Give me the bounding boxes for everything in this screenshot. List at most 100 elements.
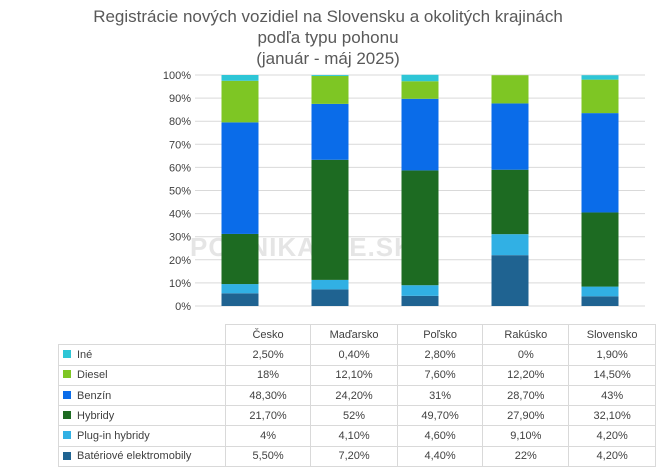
data-label: 43% <box>568 384 656 407</box>
bar-segment <box>491 103 529 170</box>
y-tick-label: 90% <box>169 93 191 105</box>
bar-segment <box>221 284 259 294</box>
bar-segment <box>491 75 529 104</box>
data-label: 4,10% <box>310 425 398 447</box>
bar-segment <box>311 159 349 280</box>
data-label: 4,60% <box>396 425 484 447</box>
bar-segment <box>311 103 349 160</box>
data-label: 12,20% <box>482 364 570 386</box>
y-tick-label: 60% <box>169 162 191 174</box>
data-label: 52% <box>310 405 398 427</box>
bar-segment <box>221 80 259 123</box>
legend-swatch <box>63 431 71 440</box>
data-label: 5,50% <box>224 445 312 467</box>
bar-segment <box>401 81 439 99</box>
bar-segment <box>581 113 619 213</box>
data-label: 24,20% <box>310 384 398 407</box>
data-label: 49,70% <box>396 405 484 427</box>
series-name: Diesel <box>77 369 108 382</box>
bar-segment <box>221 75 259 81</box>
legend-entry: Batériové elektromobily <box>58 445 226 467</box>
bar-segment <box>581 212 619 287</box>
data-label: 0,40% <box>310 344 398 366</box>
legend-entry: Iné <box>58 344 226 366</box>
bar-segment <box>311 279 349 290</box>
table-row: Diesel 18% 12,10% 7,60% 12,20% 14,50% <box>58 364 656 386</box>
bar-segment <box>221 122 259 234</box>
category-label: Slovensko <box>568 323 656 346</box>
bar-segment <box>491 169 529 235</box>
y-tick-label: 0% <box>175 301 191 313</box>
data-label: 48,30% <box>224 384 312 407</box>
legend-entry: Hybridy <box>58 405 226 427</box>
table-row: Batériové elektromobily 5,50% 7,20% 4,40% 22… <box>58 445 656 467</box>
bar-segment <box>311 75 349 104</box>
data-label: 7,20% <box>310 445 398 467</box>
data-table: Česko Maďarsko Poľsko Rakúsko Slovensko Iné 2,… <box>58 323 656 467</box>
category-label: Poľsko <box>396 323 484 346</box>
legend-swatch <box>63 370 71 379</box>
bar-segment <box>581 286 619 297</box>
data-label: 2,50% <box>224 344 312 366</box>
series-name: Benzín <box>77 389 112 402</box>
y-tick-label: 30% <box>169 232 191 244</box>
data-label: 22% <box>482 445 570 467</box>
data-label: 4,40% <box>396 445 484 467</box>
table-row: Hybridy 21,70% 52% 49,70% 27,90% 32,10% <box>58 405 656 427</box>
category-label: Česko <box>224 323 312 346</box>
data-label: 18% <box>224 364 312 386</box>
bar-segment <box>401 170 439 286</box>
data-label: 32,10% <box>568 405 656 427</box>
data-label: 7,60% <box>396 364 484 386</box>
chart-title-line: Registrácie nových vozidiel na Slovensku… <box>93 7 563 26</box>
legend-swatch <box>63 350 71 359</box>
data-label: 2,80% <box>396 344 484 366</box>
data-label: 9,10% <box>482 425 570 447</box>
data-label: 14,50% <box>568 364 656 386</box>
legend-swatch <box>63 390 71 399</box>
bar-segment <box>581 75 619 80</box>
bar-segment <box>221 233 259 285</box>
chart-title-line: (január - máj 2025) <box>256 49 400 68</box>
series-name: Iné <box>77 348 93 361</box>
y-tick-label: 100% <box>163 70 191 82</box>
data-label: 31% <box>396 384 484 407</box>
bar-segment <box>491 234 529 256</box>
legend-entry: Diesel <box>58 364 226 386</box>
y-tick-label: 50% <box>169 186 191 198</box>
bar-segment <box>581 79 619 114</box>
chart-title-line: podľa typu pohonu <box>257 28 399 47</box>
bar-segment <box>221 293 259 306</box>
series-name: Batériové elektromobily <box>77 450 192 463</box>
category-label: Maďarsko <box>310 323 398 346</box>
series-name: Plug-in hybridy <box>77 430 150 443</box>
bar-segment <box>401 98 439 171</box>
bar-segment <box>581 296 619 306</box>
legend-swatch <box>63 410 71 419</box>
legend-entry: Benzín <box>58 384 226 407</box>
chart-title: Registrácie nových vozidiel na Slovensku… <box>0 6 656 69</box>
data-label: 12,10% <box>310 364 398 386</box>
category-label: Rakúsko <box>482 323 570 346</box>
y-tick-label: 80% <box>169 116 191 128</box>
data-label: 28,70% <box>482 384 570 407</box>
bar-segment <box>311 289 349 306</box>
data-label: 4,20% <box>568 425 656 447</box>
bar-segment <box>311 75 349 76</box>
data-label: 27,90% <box>482 405 570 427</box>
y-tick-label: 20% <box>169 255 191 267</box>
bar-segment <box>401 74 439 82</box>
stacked-bar-chart: 0% 10% 20% 30% 40% 50% 60% 70% 80% 90% 100% <box>163 70 645 313</box>
y-tick-label: 10% <box>169 278 191 290</box>
y-tick-label: 40% <box>169 209 191 221</box>
data-label: 21,70% <box>224 405 312 427</box>
data-label: 1,90% <box>568 344 656 366</box>
table-row: Benzín 48,30% 24,20% 31% 28,70% 43% <box>58 384 656 407</box>
series-name: Hybridy <box>77 409 115 422</box>
legend-swatch <box>63 451 71 460</box>
table-row: Plug-in hybridy 4% 4,10% 4,60% 9,10% 4,20% <box>58 425 656 447</box>
bar-segment <box>401 285 439 296</box>
data-label: 0% <box>482 344 570 366</box>
legend-entry: Plug-in hybridy <box>58 425 226 447</box>
data-label: 4% <box>224 425 312 447</box>
